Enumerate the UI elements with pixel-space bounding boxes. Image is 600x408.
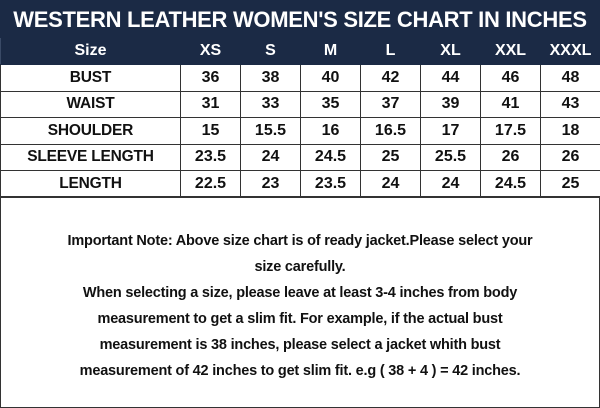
measurement-cell: 18: [540, 117, 600, 145]
note-line: size carefully.: [254, 259, 346, 275]
measurement-cell: 26: [480, 143, 541, 171]
size-header: XS: [180, 37, 241, 65]
size-header: XXXL: [540, 37, 600, 65]
measurement-cell: 24: [240, 143, 301, 171]
measurement-cell: 23: [240, 170, 301, 198]
measurement-cell: 36: [180, 64, 241, 92]
measurement-cell: 23.5: [180, 143, 241, 171]
measurement-cell: 31: [180, 90, 241, 118]
measurement-label: LENGTH: [0, 170, 181, 198]
measurement-cell: 24.5: [480, 170, 541, 198]
measurement-cell: 26: [540, 143, 600, 171]
important-note: Important Note: Above size chart is of r…: [0, 196, 600, 408]
measurement-cell: 17.5: [480, 117, 541, 145]
size-header: S: [240, 37, 301, 65]
measurement-cell: 16: [300, 117, 361, 145]
measurement-cell: 25: [540, 170, 600, 198]
measurement-label: SHOULDER: [0, 117, 181, 145]
note-line: When selecting a size, please leave at l…: [82, 285, 518, 301]
note-line: measurement to get a slim fit. For examp…: [97, 311, 503, 327]
measurement-label: BUST: [0, 64, 181, 92]
size-label-header: Size: [0, 37, 181, 65]
measurement-cell: 24.5: [300, 143, 361, 171]
measurement-cell: 43: [540, 90, 600, 118]
measurement-cell: 46: [480, 64, 541, 92]
measurement-cell: 37: [360, 90, 421, 118]
size-header: XL: [420, 37, 481, 65]
measurement-cell: 39: [420, 90, 481, 118]
measurement-cell: 35: [300, 90, 361, 118]
table-row: BUST 36 38 40 42 44 46 48: [0, 64, 600, 92]
measurement-label: SLEEVE LENGTH: [0, 143, 181, 171]
measurement-cell: 24: [360, 170, 421, 198]
measurement-cell: 25.5: [420, 143, 481, 171]
size-table: Size XS S M L XL XXL XXXL BUST 36 38 40 42 44 46 48 WAI…: [0, 37, 600, 198]
note-line: measurement of 42 inches to get slim fit…: [79, 363, 521, 379]
note-line: Important Note: Above size chart is of r…: [67, 233, 533, 249]
measurement-cell: 42: [360, 64, 421, 92]
measurement-cell: 25: [360, 143, 421, 171]
table-row: LENGTH 22.5 23 23.5 24 24 24.5 25: [0, 170, 600, 198]
table-row: SHOULDER 15 15.5 16 16.5 17 17.5 18: [0, 117, 600, 145]
size-header: L: [360, 37, 421, 65]
measurement-cell: 22.5: [180, 170, 241, 198]
size-header: M: [300, 37, 361, 65]
measurement-cell: 23.5: [300, 170, 361, 198]
measurement-cell: 48: [540, 64, 600, 92]
measurement-cell: 41: [480, 90, 541, 118]
measurement-cell: 38: [240, 64, 301, 92]
note-line: measurement is 38 inches, please select …: [99, 337, 501, 353]
measurement-cell: 33: [240, 90, 301, 118]
measurement-cell: 24: [420, 170, 481, 198]
header-row: Size XS S M L XL XXL XXXL: [0, 37, 600, 65]
measurement-cell: 40: [300, 64, 361, 92]
size-header: XXL: [480, 37, 541, 65]
chart-title: WESTERN LEATHER WOMEN'S SIZE CHART IN IN…: [0, 0, 600, 37]
measurement-label: WAIST: [0, 90, 181, 118]
measurement-cell: 15: [180, 117, 241, 145]
measurement-cell: 15.5: [240, 117, 301, 145]
measurement-cell: 44: [420, 64, 481, 92]
measurement-cell: 17: [420, 117, 481, 145]
measurement-cell: 16.5: [360, 117, 421, 145]
table-row: WAIST 31 33 35 37 39 41 43: [0, 90, 600, 118]
table-row: SLEEVE LENGTH 23.5 24 24.5 25 25.5 26 26: [0, 143, 600, 171]
